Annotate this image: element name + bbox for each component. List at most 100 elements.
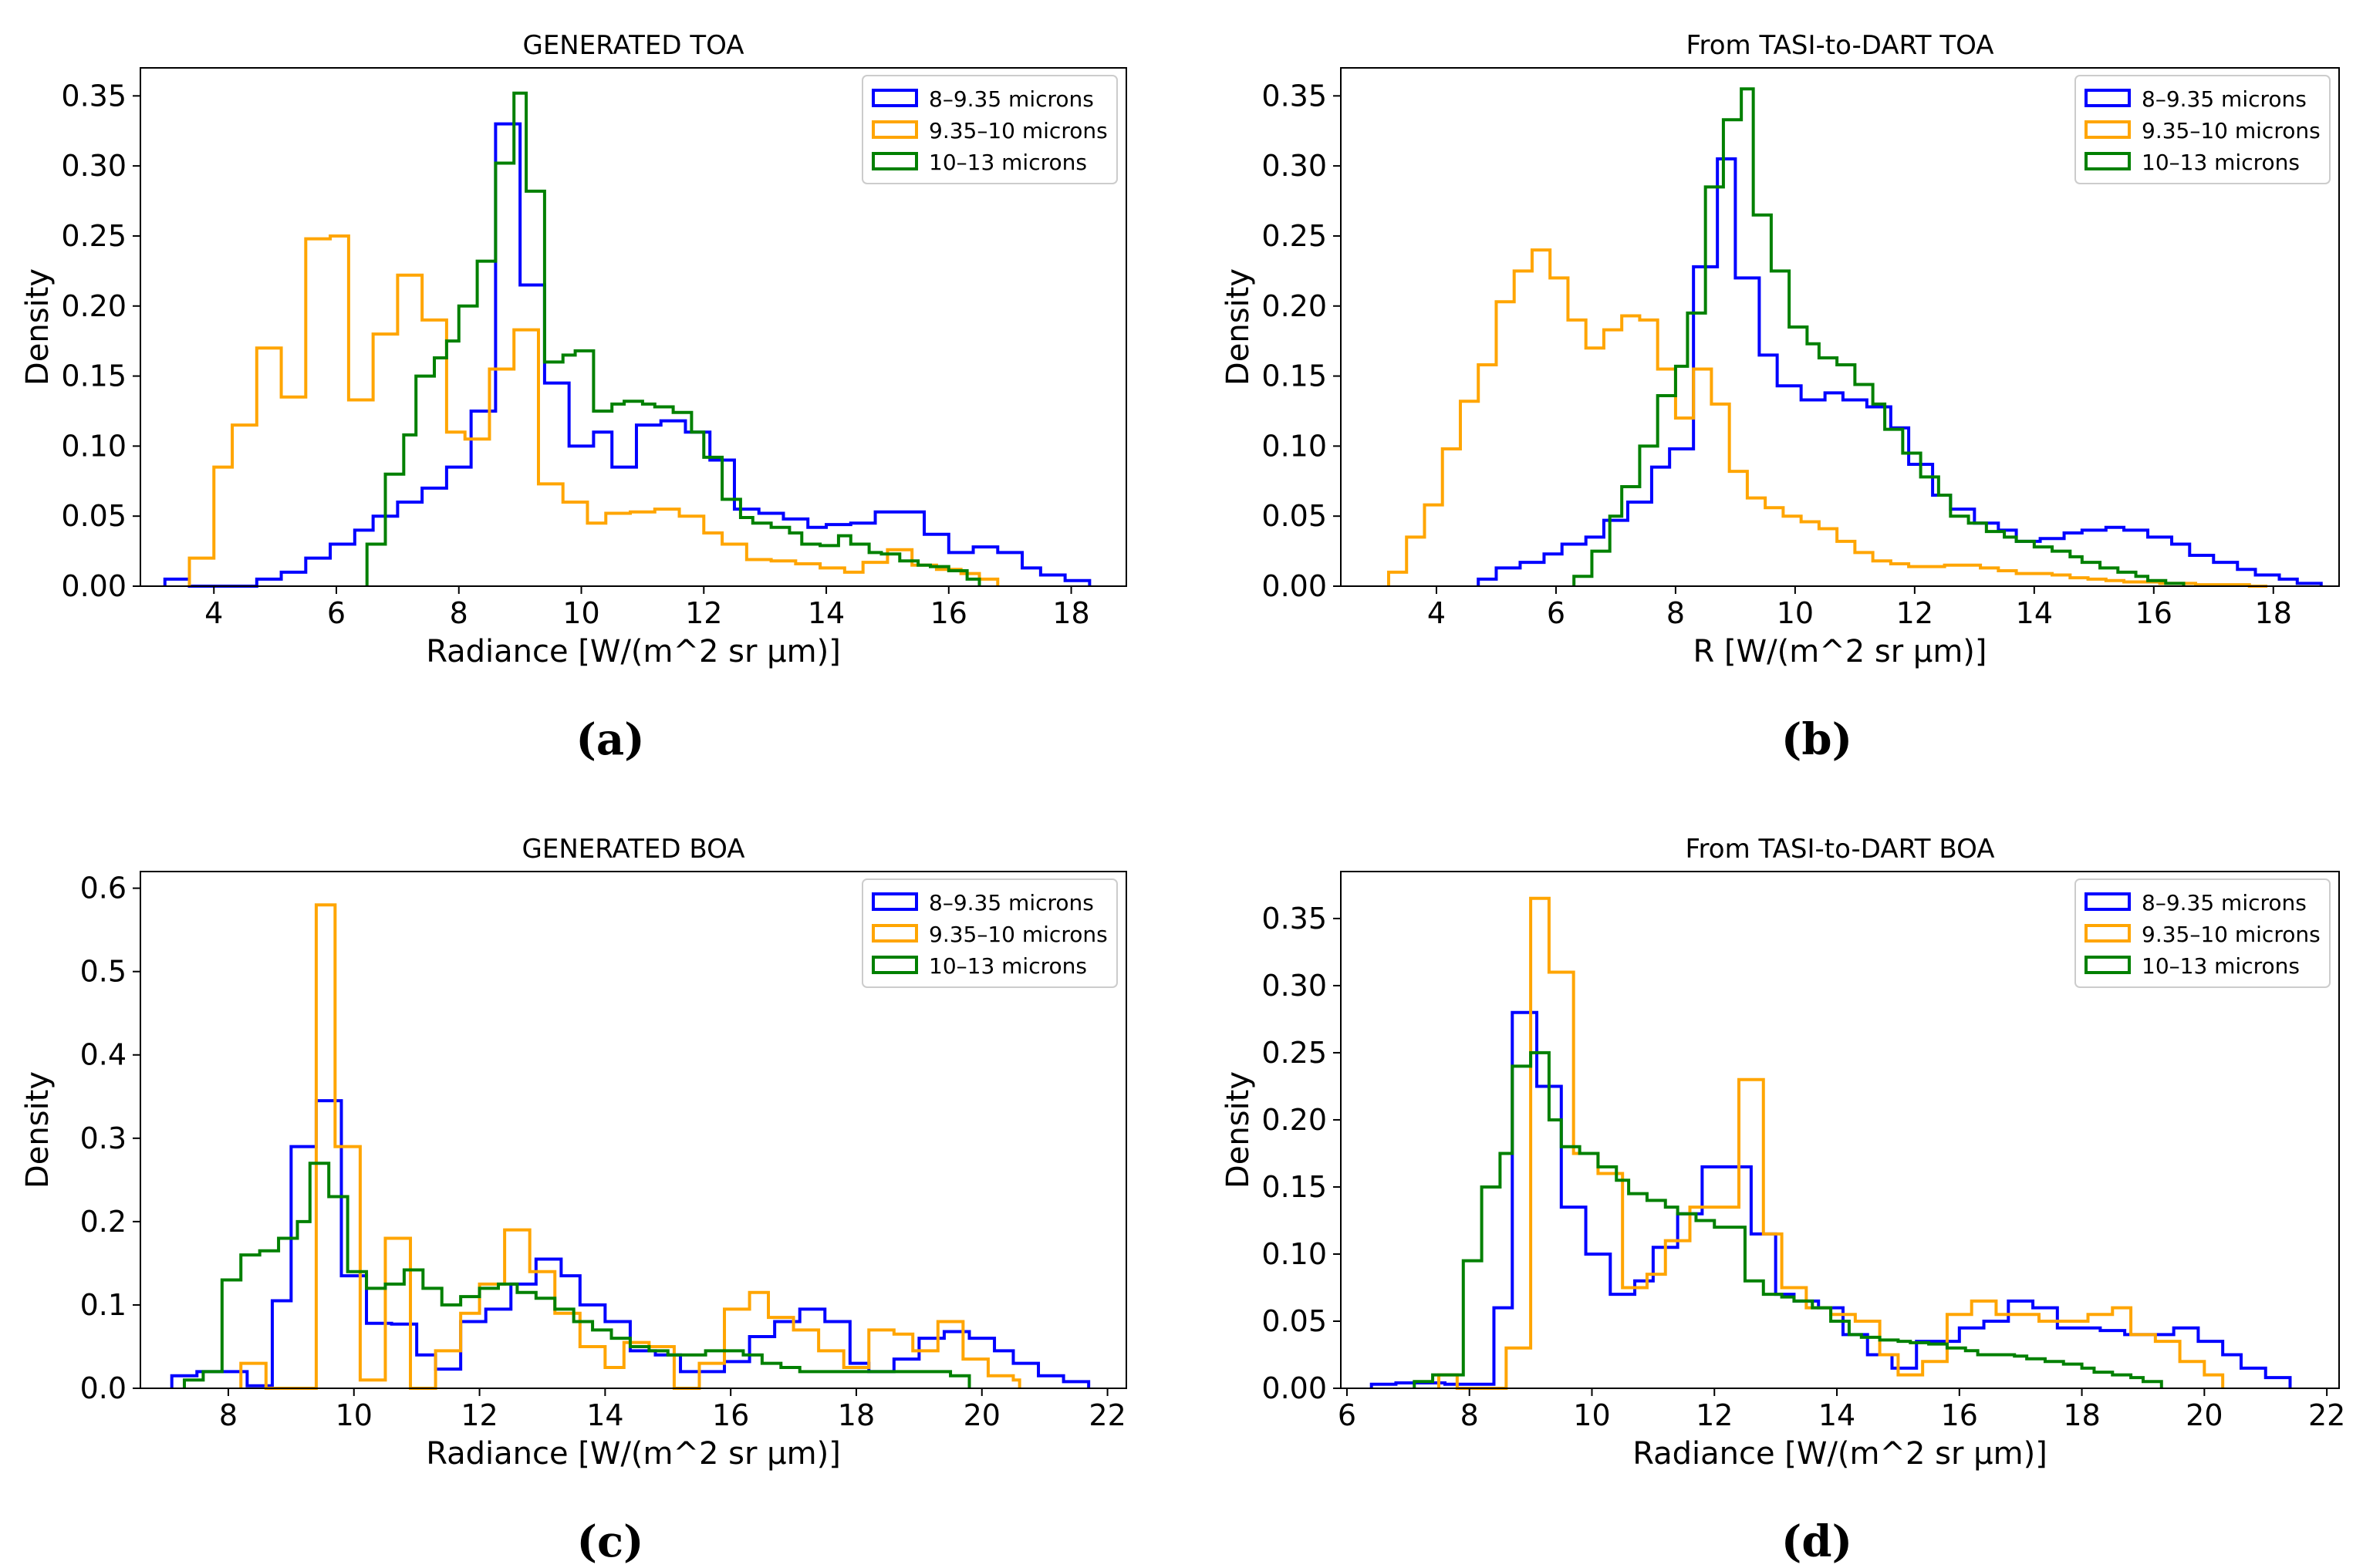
legend-label: 10–13 microns [2142,150,2300,175]
y-tick-label: 0.5 [80,955,127,989]
legend-box [862,878,1118,988]
x-tick-label: 22 [2308,1398,2345,1432]
histogram-series-green [182,1162,971,1388]
legend-swatch-green [2085,956,2131,974]
x-tick-label: 10 [1573,1398,1610,1432]
y-tick-label: 0.35 [1261,79,1327,113]
legend-swatch-orange [872,924,918,942]
y-tick-label: 0.05 [1261,499,1327,533]
histogram-series-orange [187,234,1000,586]
x-tick-label: 10 [1777,596,1814,630]
x-tick-label: 12 [685,596,722,630]
y-tick-label: 0.20 [61,289,127,323]
legend-box [2074,878,2331,988]
chart-title: GENERATED TOA [522,30,744,61]
axes-frame [1340,871,2340,1389]
y-tick-label: 0.25 [1261,1036,1327,1070]
legend-swatch-orange [872,120,918,139]
y-tick-label: 0.15 [1261,1170,1327,1204]
y-tick-label: 0.25 [1261,219,1327,253]
x-tick-label: 8 [219,1398,238,1432]
panel-label: (c) [576,1516,643,1567]
legend-swatch-orange [2085,120,2131,139]
y-tick-label: 0.05 [61,499,127,533]
x-tick-label: 22 [1089,1398,1126,1432]
x-tick-label: 18 [838,1398,875,1432]
x-tick-label: 14 [2016,596,2053,630]
x-tick-label: 6 [327,596,346,630]
y-tick-label: 0.35 [61,79,127,113]
x-tick-label: 4 [204,596,223,630]
axes-frame [140,67,1127,587]
y-tick-label: 0.2 [80,1205,127,1239]
y-tick-label: 0.10 [61,429,127,463]
histogram-series-green [365,91,981,586]
chart-panel-a: 4 6 8 10 12 14 16 18 0.00 0.05 0.10 0.15 0.20 0.25 0.3… [20,30,1127,765]
histogram-series-blue [1477,157,2323,586]
y-tick-label: 0.35 [1261,902,1327,936]
y-tick-label: 0.00 [1261,569,1327,603]
x-axis-label: Radiance [W/(m^2 sr μm)] [1632,1436,2047,1472]
y-tick-label: 0.00 [61,569,127,603]
legend-label: 8–9.35 microns [929,890,1094,916]
x-tick-label: 18 [2255,596,2292,630]
y-axis-label: Density [20,268,56,386]
x-tick-label: 16 [1941,1398,1978,1432]
x-axis-label: R [W/(m^2 sr μm)] [1693,634,1987,669]
y-axis-label: Density [1220,268,1256,386]
legend-label: 10–13 microns [2142,953,2300,979]
histogram-series-blue [170,1099,1091,1388]
y-tick-label: 0.15 [1261,359,1327,393]
x-tick-label: 18 [2063,1398,2100,1432]
x-tick-label: 20 [964,1398,1001,1432]
x-tick-label: 4 [1427,596,1446,630]
legend-label: 8–9.35 microns [2142,890,2307,916]
y-tick-label: 0.10 [1261,429,1327,463]
y-tick-label: 0.25 [61,219,127,253]
x-tick-label: 12 [1696,1398,1733,1432]
histogram-series-orange [1386,248,2268,588]
y-tick-label: 0.1 [80,1288,127,1322]
legend-label: 9.35–10 microns [929,118,1108,143]
y-tick-label: 0.30 [1261,969,1327,1003]
legend-label: 8–9.35 microns [2142,86,2307,112]
histogram-series-green [1572,87,2186,586]
chart-title: From TASI-to-DART BOA [1685,834,1994,865]
y-tick-label: 0.30 [61,149,127,183]
x-tick-label: 6 [1338,1398,1356,1432]
chart-title: GENERATED BOA [522,834,745,865]
legend-label: 10–13 microns [929,953,1087,979]
legend-swatch-blue [2085,89,2131,107]
y-tick-label: 0.30 [1261,149,1327,183]
histogram-series-green [1413,1050,2163,1388]
histogram-series-blue [163,122,1092,588]
histogram-series-blue [1369,1010,2292,1388]
y-axis-label: Density [1220,1071,1256,1189]
x-tick-label: 6 [1547,596,1565,630]
x-tick-label: 10 [336,1398,373,1432]
x-tick-label: 10 [562,596,599,630]
y-tick-label: 0.05 [1261,1304,1327,1338]
chart-panel-d: 6 8 10 12 14 16 18 20 22 0.00 0.05 0.10 0.15 0.20 0.25… [1220,834,2345,1567]
x-axis-label: Radiance [W/(m^2 sr μm)] [426,634,841,669]
y-axis-label: Density [20,1071,56,1189]
axes-frame [1340,67,2340,587]
x-tick-label: 8 [1460,1398,1479,1432]
y-tick-label: 0.6 [80,872,127,905]
chart-title: From TASI-to-DART TOA [1686,30,1993,61]
axes-frame [140,871,1127,1389]
legend-swatch-green [872,956,918,974]
legend-label: 10–13 microns [929,150,1087,175]
y-tick-label: 0.0 [80,1371,127,1405]
panel-label: (a) [576,714,644,765]
legend-label: 9.35–10 microns [2142,922,2321,947]
legend-box [2074,75,2331,184]
x-tick-label: 14 [1818,1398,1855,1432]
y-tick-label: 0.10 [1261,1237,1327,1271]
x-tick-label: 14 [586,1398,623,1432]
legend-label: 8–9.35 microns [929,86,1094,112]
chart-panel-b: 4 6 8 10 12 14 16 18 0.00 0.05 0.10 0.15 0.20 0.25 0.3… [1220,30,2340,765]
x-tick-label: 8 [1666,596,1685,630]
chart-panel-c: 8 10 12 14 16 18 20 22 0.0 0.1 0.2 0.3 0.4 0.5 0.6 GENE… [20,834,1127,1567]
